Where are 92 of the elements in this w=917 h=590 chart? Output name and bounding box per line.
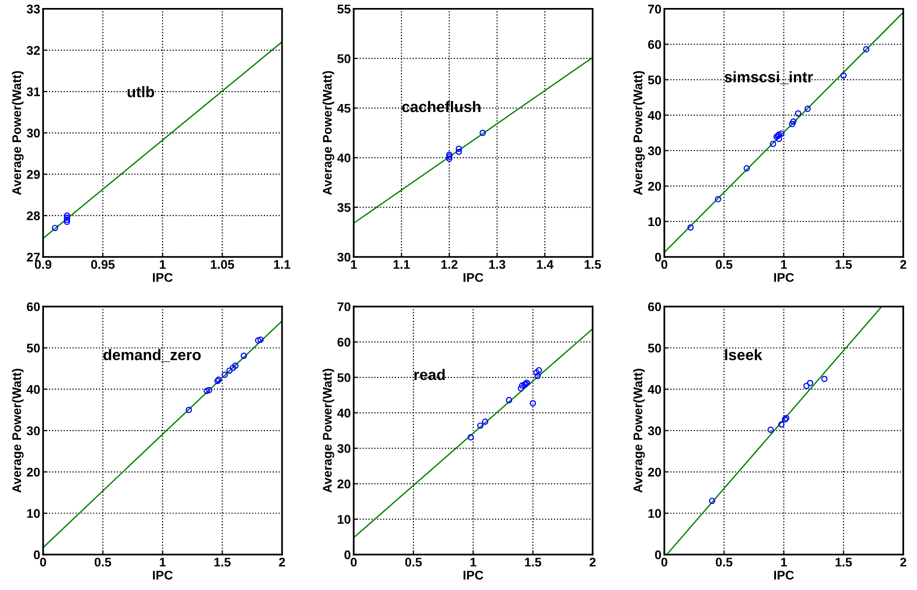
y-tick-label: 20 [648, 182, 662, 191]
x-tick-label: 0 [661, 558, 668, 567]
y-tick-label: 30 [648, 146, 662, 156]
x-tick-label: 1.5 [525, 558, 542, 567]
x-tick-label: 1.3 [489, 260, 506, 269]
x-tick-label: 0.5 [94, 558, 112, 567]
y-axis-title: Average Power(Watt) [12, 71, 24, 195]
y-axis-title: Average Power(Watt) [322, 71, 334, 195]
y-tick-label: 60 [648, 302, 662, 312]
y-tick-label: 50 [337, 54, 350, 64]
x-tick-label: 1 [160, 558, 166, 566]
y-tick-label: 29 [26, 170, 40, 179]
x-tick-label: 0.5 [405, 558, 422, 567]
y-tick-label: 40 [337, 408, 350, 418]
y-tick-label: 0 [344, 550, 350, 560]
y-axis-title: Average Power(Watt) [12, 368, 24, 493]
y-tick-label: 30 [337, 444, 350, 453]
y-tick-label: 60 [337, 338, 350, 347]
x-tick-label: 1 [351, 260, 357, 269]
x-tick-label: 1.1 [394, 260, 410, 269]
y-tick-label: 30 [337, 252, 350, 262]
x-axis-title: IPC [464, 570, 484, 580]
y-tick-label: 50 [26, 344, 40, 353]
y-tick-label: 10 [338, 514, 350, 524]
y-axis-title: Average Power(Watt) [322, 368, 334, 493]
x-axis-title: IPC [152, 570, 173, 580]
x-tick-label: 1 [781, 260, 787, 269]
y-tick-label: 33 [26, 4, 40, 14]
y-tick-label: 20 [648, 468, 662, 477]
x-axis-title: IPC [152, 273, 173, 282]
x-tick-label: 1.5 [214, 558, 231, 567]
y-tick-label: 50 [337, 373, 350, 382]
y-axis-title: Average Power(Watt) [633, 71, 645, 195]
x-tick-label: 2 [900, 260, 906, 269]
y-tick-label: 0 [655, 252, 662, 262]
y-tick-label: 32 [26, 46, 40, 55]
x-tick-label: 1.05 [210, 260, 234, 269]
text: read [414, 368, 445, 380]
y-tick-label: 50 [648, 76, 662, 84]
y-tick-label: 50 [648, 344, 662, 353]
x-tick-label: 2 [590, 558, 596, 566]
y-tick-label: 40 [648, 385, 662, 394]
y-tick-label: 55 [337, 4, 351, 14]
x-tick-label: 2 [900, 558, 906, 566]
x-tick-label: 0.95 [91, 260, 115, 269]
y-axis-title: Average Power(Watt) [633, 368, 645, 493]
y-tick-label: 28 [26, 211, 40, 220]
y-tick-label: 0 [655, 550, 662, 560]
text: demand_zero [103, 349, 201, 362]
x-tick-label: 0 [661, 260, 668, 269]
x-tick-label: 0 [40, 558, 46, 567]
x-tick-label: 1.5 [836, 558, 852, 567]
y-tick-label: 20 [26, 468, 40, 477]
x-tick-label: 1.4 [536, 260, 554, 269]
text: lseek [725, 349, 762, 360]
text: cacheflush [402, 100, 480, 112]
y-tick-label: 0 [34, 550, 40, 560]
x-axis-title: IPC [464, 273, 484, 282]
y-tick-label: 40 [26, 385, 40, 394]
y-tick-label: 10 [648, 217, 662, 226]
y-tick-label: 30 [26, 426, 40, 436]
text: simscsi_intr [724, 71, 813, 84]
x-tick-label: 1 [160, 260, 166, 269]
x-axis-title: IPC [774, 570, 794, 580]
x-tick-label: 1.2 [441, 260, 458, 269]
x-tick-label: 0.5 [716, 260, 732, 269]
x-tick-label: 0.5 [716, 558, 732, 567]
x-tick-label: 1 [781, 558, 787, 566]
y-tick-label: 70 [338, 302, 350, 312]
x-tick-label: 0.9 [34, 260, 52, 269]
x-tick-label: 1.1 [274, 260, 290, 269]
y-tick-label: 31 [26, 87, 40, 96]
y-tick-label: 40 [648, 110, 662, 120]
x-axis-title: IPC [774, 273, 794, 282]
y-tick-label: 70 [648, 4, 662, 14]
y-tick-label: 20 [337, 480, 350, 488]
x-tick-label: 1.5 [584, 260, 601, 269]
y-tick-label: 60 [648, 40, 662, 49]
x-tick-label: 2 [278, 558, 286, 566]
y-tick-label: 10 [648, 509, 662, 518]
y-tick-label: 45 [337, 104, 351, 113]
y-tick-label: 60 [26, 302, 40, 312]
y-tick-label: 30 [648, 426, 662, 436]
y-tick-label: 30 [26, 128, 40, 138]
y-tick-label: 40 [337, 153, 350, 162]
x-tick-label: 0 [350, 558, 357, 567]
text: utlb [128, 86, 154, 98]
y-tick-label: 10 [27, 509, 40, 518]
y-tick-label: 35 [337, 203, 351, 212]
x-tick-label: 1 [470, 558, 476, 566]
y-tick-label: 27 [26, 252, 40, 262]
x-tick-label: 1.5 [836, 260, 852, 269]
